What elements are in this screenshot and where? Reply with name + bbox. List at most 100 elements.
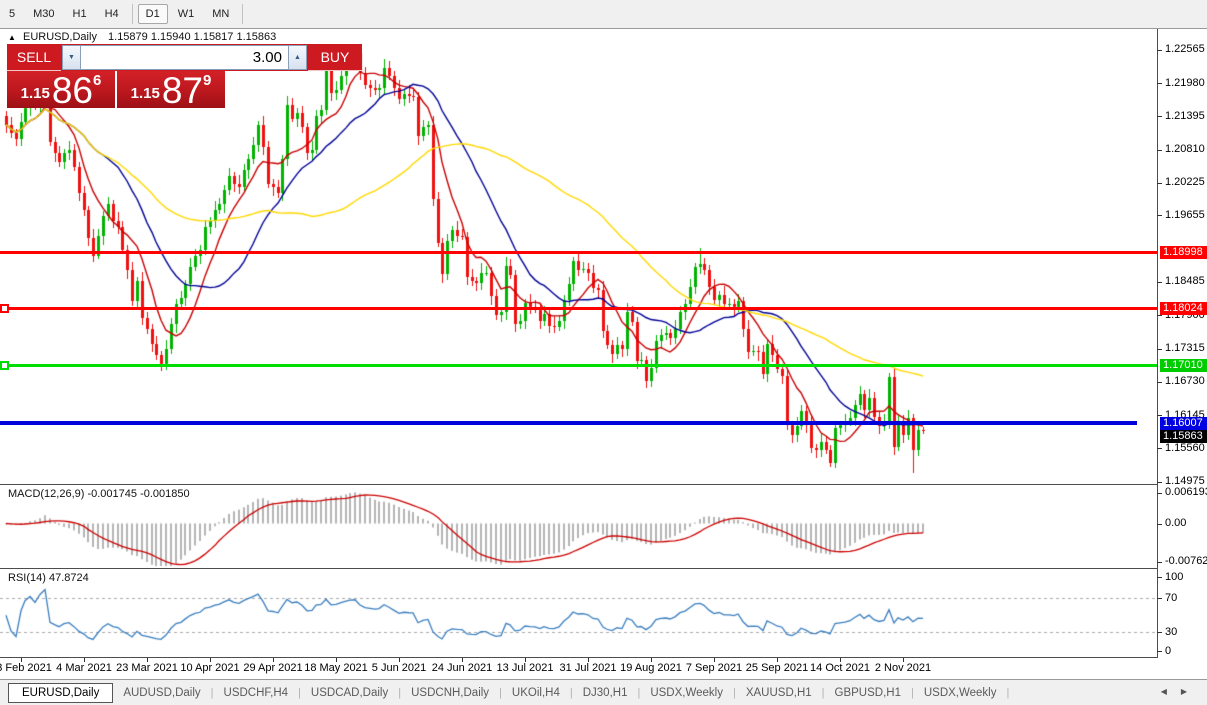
- sell-price-big-digits: 86: [51, 70, 93, 111]
- horizontal-level-line-1.16007[interactable]: [0, 421, 1137, 425]
- horizontal-level-line-1.18024[interactable]: [0, 306, 1157, 310]
- tab-separator: |: [398, 687, 402, 699]
- date-axis-tick: [588, 658, 589, 662]
- price-axis-tick: [1157, 83, 1162, 85]
- price-axis-tick: [1157, 149, 1162, 151]
- date-axis-label: 18 May 2021: [304, 662, 368, 674]
- tab-scroll-left-icon[interactable]: ◀: [1160, 687, 1181, 696]
- rsi-axis-tick: [1157, 651, 1162, 652]
- price-axis-label: 1.16730: [1165, 375, 1205, 388]
- date-axis-tick: [210, 658, 211, 662]
- buy-price-display[interactable]: 1.15 87 9: [117, 70, 225, 111]
- symbol-tab-usdcad-daily[interactable]: USDCAD,Daily: [310, 687, 389, 699]
- sell-price-display[interactable]: 1.15 86 6: [7, 70, 115, 111]
- timeframe-button-h1[interactable]: H1: [72, 8, 87, 20]
- tab-separator: |: [910, 687, 914, 699]
- date-axis-label: 23 Mar 2021: [116, 662, 178, 674]
- tab-scroll-arrows[interactable]: ◀▶: [1161, 687, 1201, 696]
- timeframe-button-m30[interactable]: M30: [33, 8, 55, 20]
- price-axis-badge-1.18024: 1.18024: [1160, 301, 1207, 315]
- symbol-tab-dj30-h1[interactable]: DJ30,H1: [582, 687, 628, 699]
- volume-decrease-button[interactable]: ▼: [62, 45, 81, 70]
- price-axis-label: 1.17315: [1165, 342, 1205, 355]
- symbol-tab-ukoil-h4[interactable]: UKOil,H4: [511, 687, 560, 699]
- rsi-axis-label: 100: [1165, 570, 1184, 583]
- price-axis-label: 1.20810: [1165, 143, 1205, 156]
- timeframe-button-w1[interactable]: W1: [177, 8, 195, 20]
- price-axis-badge-1.16007: 1.16007: [1160, 416, 1207, 430]
- volume-increase-button[interactable]: ▲: [288, 45, 307, 70]
- rsi-axis-tick: [1157, 577, 1162, 578]
- price-axis-label: 1.15560: [1165, 441, 1205, 454]
- timeframe-button-d1[interactable]: D1: [137, 4, 168, 24]
- collapse-triangle-icon[interactable]: ▲: [8, 33, 16, 42]
- chevron-up-icon: ▲: [294, 54, 301, 61]
- buy-button[interactable]: BUY: [308, 44, 362, 71]
- trade-panel-prices: 1.15 86 6 1.15 87 9: [7, 70, 225, 111]
- timeframe-button-h4[interactable]: H4: [104, 8, 119, 20]
- price-axis-label: 1.19655: [1165, 208, 1205, 221]
- tab-separator: |: [210, 687, 214, 699]
- symbol-tab-audusd-daily[interactable]: AUDUSD,Daily: [123, 687, 201, 699]
- date-axis-label: 31 Jul 2021: [559, 662, 617, 674]
- price-axis-label: 1.21395: [1165, 109, 1205, 122]
- price-axis-tick: [1157, 381, 1162, 383]
- date-axis-tick: [651, 658, 652, 662]
- tab-separator: |: [298, 687, 301, 699]
- one-click-trading-panel: SELL ▼ ▲ BUY 1.15 86 6 1.15 87 9: [7, 44, 362, 111]
- sell-price-pip-digit: 6: [93, 72, 102, 89]
- date-axis-tick: [147, 658, 148, 662]
- price-axis-label: 1.21980: [1165, 76, 1205, 89]
- tab-separator: |: [569, 687, 573, 699]
- sell-button[interactable]: SELL: [7, 44, 61, 71]
- price-axis-tick: [1157, 448, 1162, 450]
- chart-ohlc-values: 1.15879 1.15940 1.15817 1.15863: [108, 31, 277, 43]
- chevron-down-icon: ▼: [68, 54, 75, 61]
- symbol-tab-bar[interactable]: EURUSD,Daily AUDUSD,Daily | USDCHF,H4 | USDCA…: [0, 679, 1207, 705]
- macd-axis-label: 0.00: [1165, 517, 1187, 529]
- timeframe-button-mn[interactable]: MN: [212, 8, 230, 20]
- horizontal-level-line-1.18998[interactable]: [0, 251, 1157, 255]
- symbol-tab-usdx-weekly[interactable]: USDX,Weekly: [650, 687, 723, 699]
- rsi-axis-label: 70: [1165, 591, 1178, 604]
- buy-price-pip-digit: 9: [203, 72, 212, 89]
- date-axis-label: 24 Jun 2021: [431, 662, 493, 674]
- symbol-tab-xauusd-h1[interactable]: XAUUSD,H1: [745, 687, 812, 699]
- price-axis-badge-1.15863: 1.15863: [1160, 429, 1207, 443]
- price-axis-tick: [1157, 116, 1162, 118]
- price-axis-tick: [1157, 215, 1162, 217]
- rsi-pane-divider: [0, 568, 1157, 569]
- price-axis-label: 1.22565: [1165, 43, 1205, 56]
- level-line-drag-handle[interactable]: [0, 303, 9, 313]
- volume-input[interactable]: [81, 45, 288, 70]
- date-axis-tick: [525, 658, 526, 662]
- price-axis-tick: [1157, 182, 1162, 184]
- trade-panel-top-row: SELL ▼ ▲ BUY: [7, 44, 362, 71]
- symbol-tab-usdcnh-daily[interactable]: USDCNH,Daily: [411, 687, 490, 699]
- level-line-drag-handle[interactable]: [0, 361, 9, 371]
- rsi-axis-tick: [1157, 632, 1162, 634]
- symbol-tab-eurusd-daily[interactable]: EURUSD,Daily: [8, 683, 114, 703]
- chart-title: ▲ EURUSD,Daily 1.15879 1.15940 1.15817 1…: [8, 31, 276, 43]
- price-axis-label: 1.18485: [1165, 275, 1205, 288]
- price-axis-tick: [1157, 281, 1162, 283]
- horizontal-level-line-1.1701[interactable]: [0, 364, 1157, 368]
- timeframe-button-5[interactable]: 5: [9, 8, 16, 20]
- date-axis-label: 13 Feb 2021: [0, 662, 52, 674]
- date-axis-tick: [903, 658, 904, 662]
- macd-indicator-label: MACD(12,26,9) -0.001745 -0.001850: [8, 488, 190, 500]
- rsi-axis-tick: [1157, 598, 1162, 600]
- symbol-tab-usdchf-h4[interactable]: USDCHF,H4: [223, 687, 289, 699]
- symbol-tab-usdx-weekly[interactable]: USDX,Weekly: [923, 687, 997, 699]
- toolbar-separator: [131, 4, 133, 24]
- buy-price-big-digits: 87: [161, 70, 203, 111]
- rsi-axis-label: 0: [1165, 644, 1172, 657]
- date-axis-label: 2 Nov 2021: [874, 662, 932, 674]
- tab-scroll-right-icon[interactable]: ▶: [1180, 687, 1201, 696]
- timeframe-toolbar[interactable]: 5 M30 H1 H4 D1 W1 MN: [0, 0, 1207, 29]
- symbol-tab-gbpusd-h1[interactable]: GBPUSD,H1: [834, 687, 901, 699]
- date-axis-label: 5 Jun 2021: [371, 662, 427, 674]
